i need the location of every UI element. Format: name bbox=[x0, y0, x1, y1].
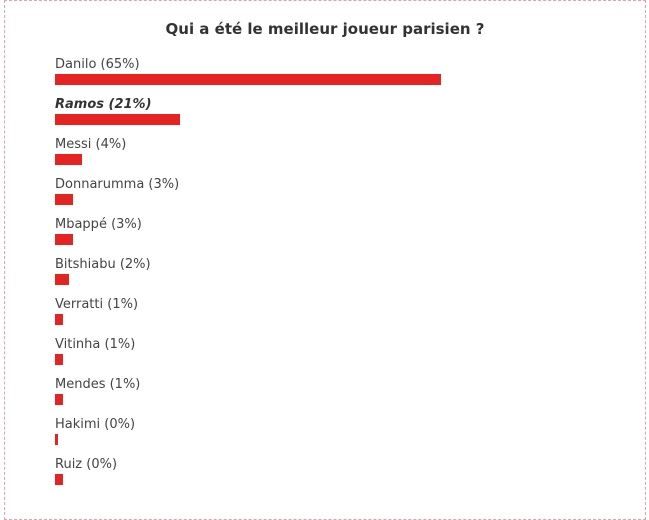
poll-option-hakimi[interactable]: Hakimi (0%) bbox=[55, 417, 615, 457]
poll-option-vitinha[interactable]: Vitinha (1%) bbox=[55, 337, 615, 377]
poll-option-mbappe[interactable]: Mbappé (3%) bbox=[55, 217, 615, 257]
poll-option-label: Messi (4%) bbox=[55, 137, 127, 152]
poll-option-mendes[interactable]: Mendes (1%) bbox=[55, 377, 615, 417]
poll-option-bar[interactable] bbox=[55, 234, 73, 245]
poll-option-bitshiabu[interactable]: Bitshiabu (2%) bbox=[55, 257, 615, 297]
poll-option-bar[interactable] bbox=[55, 154, 82, 165]
poll-option-bar[interactable] bbox=[55, 74, 441, 85]
poll-option-label: Mendes (1%) bbox=[55, 377, 141, 392]
poll-option-label: Verratti (1%) bbox=[55, 297, 139, 312]
poll-option-label: Mbappé (3%) bbox=[55, 217, 142, 232]
poll-option-label: Hakimi (0%) bbox=[55, 417, 136, 432]
poll-option-bar[interactable] bbox=[55, 394, 63, 405]
poll-option-label: Ruiz (0%) bbox=[55, 457, 118, 472]
poll-option-bar[interactable] bbox=[55, 274, 69, 285]
poll-option-bar[interactable] bbox=[55, 194, 73, 205]
poll-option-verratti[interactable]: Verratti (1%) bbox=[55, 297, 615, 337]
poll-option-bar[interactable] bbox=[55, 114, 180, 125]
poll-option-label: Danilo (65%) bbox=[55, 57, 140, 72]
poll-option-bar[interactable] bbox=[55, 474, 63, 485]
poll-option-label: Ramos (21%) bbox=[55, 97, 152, 112]
poll-title: Qui a été le meilleur joueur parisien ? bbox=[165, 20, 485, 38]
poll-option-messi[interactable]: Messi (4%) bbox=[55, 137, 615, 177]
poll-option-danilo[interactable]: Danilo (65%) bbox=[55, 57, 615, 97]
poll-option-bar[interactable] bbox=[55, 314, 63, 325]
poll-option-label: Bitshiabu (2%) bbox=[55, 257, 151, 272]
poll-option-ramos[interactable]: Ramos (21%) bbox=[55, 97, 615, 137]
poll-option-donnarumma[interactable]: Donnarumma (3%) bbox=[55, 177, 615, 217]
poll-option-bar[interactable] bbox=[55, 354, 63, 365]
poll-option-label: Vitinha (1%) bbox=[55, 337, 136, 352]
poll-option-label: Donnarumma (3%) bbox=[55, 177, 180, 192]
poll-option-bar[interactable] bbox=[55, 434, 58, 445]
poll-option-ruiz[interactable]: Ruiz (0%) bbox=[55, 457, 615, 497]
